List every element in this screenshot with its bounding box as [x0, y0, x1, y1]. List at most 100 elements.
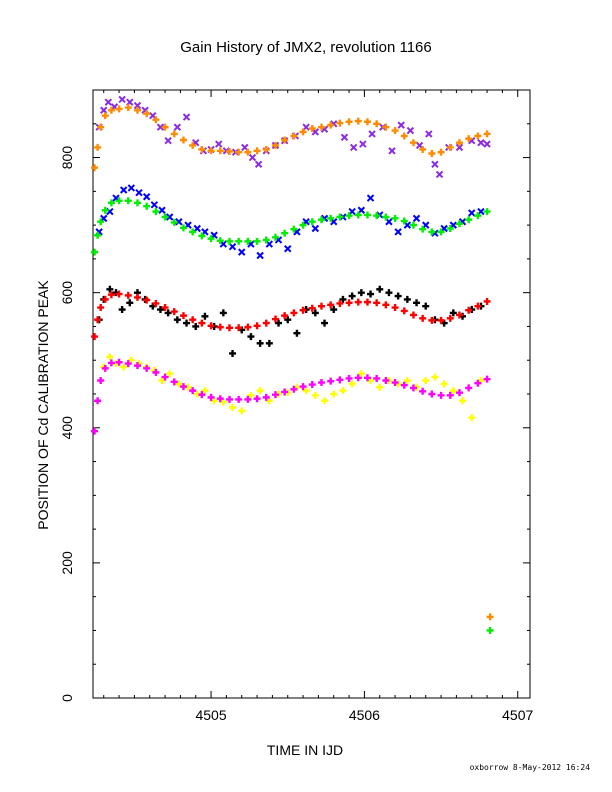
- data-point: [299, 128, 307, 136]
- data-point: [345, 212, 353, 220]
- data-point: [446, 143, 454, 151]
- y-tick-label: 400: [59, 416, 75, 440]
- data-point: [91, 164, 99, 172]
- data-point: [455, 389, 463, 397]
- data-point: [101, 364, 109, 372]
- data-point: [256, 387, 264, 395]
- data-point: [345, 374, 353, 382]
- data-point: [201, 387, 209, 395]
- data-point: [357, 289, 365, 297]
- data-point: [308, 218, 316, 226]
- data-point: [428, 150, 436, 158]
- data-point: [126, 299, 134, 307]
- data-point: [189, 141, 197, 149]
- data-point: [182, 113, 191, 121]
- footer-timestamp: oxborrow 8-May-2012 16:24: [470, 763, 591, 772]
- series-2: [95, 184, 485, 260]
- data-point: [216, 147, 224, 155]
- data-point: [327, 214, 335, 222]
- y-axis: 0 200 400 600 800: [59, 123, 530, 702]
- data-point: [302, 387, 310, 395]
- data-point: [440, 380, 448, 388]
- data-point: [247, 391, 255, 399]
- data-point: [91, 333, 99, 341]
- data-point: [235, 395, 243, 403]
- data-point: [317, 302, 325, 310]
- data-point: [400, 217, 408, 225]
- data-point: [455, 139, 463, 147]
- data-point: [281, 136, 289, 144]
- data-point: [170, 308, 178, 316]
- data-point: [173, 123, 182, 131]
- data-point: [133, 362, 141, 370]
- data-point: [238, 407, 246, 415]
- data-point: [170, 378, 178, 386]
- data-point: [97, 376, 105, 384]
- data-point: [166, 370, 174, 378]
- data-point: [339, 387, 347, 395]
- data-point: [400, 307, 408, 315]
- data-point: [275, 319, 283, 327]
- data-point: [253, 322, 261, 330]
- data-point: [363, 211, 371, 219]
- data-point: [321, 319, 329, 327]
- data-point: [465, 216, 473, 224]
- data-point: [119, 186, 128, 194]
- data-point: [127, 184, 136, 192]
- data-point: [385, 289, 393, 297]
- data-point: [477, 138, 485, 147]
- data-point: [419, 314, 427, 322]
- data-point: [192, 322, 200, 330]
- data-point: [229, 404, 237, 412]
- data-point: [143, 296, 151, 304]
- data-point: [363, 118, 371, 126]
- data-point: [156, 123, 165, 131]
- data-point: [474, 132, 482, 140]
- data-point: [198, 319, 206, 327]
- data-point: [104, 98, 113, 106]
- data-point: [317, 123, 325, 131]
- data-point: [235, 237, 243, 245]
- data-point: [244, 148, 252, 156]
- data-point: [106, 285, 114, 293]
- data-point: [244, 323, 252, 331]
- data-point: [135, 188, 143, 197]
- data-point: [253, 395, 261, 403]
- data-points: [91, 95, 494, 634]
- data-point: [198, 145, 206, 153]
- data-point: [431, 160, 439, 169]
- data-point: [397, 121, 405, 129]
- data-point: [106, 353, 114, 361]
- data-point: [216, 395, 224, 403]
- data-point: [483, 130, 491, 138]
- data-point: [317, 379, 325, 387]
- data-point: [101, 112, 109, 120]
- data-point: [173, 316, 181, 324]
- data-point: [115, 290, 123, 298]
- data-point: [437, 148, 445, 156]
- data-point: [348, 292, 356, 300]
- data-point: [455, 143, 464, 152]
- data-point: [156, 306, 164, 314]
- data-point: [161, 213, 169, 221]
- data-point: [391, 379, 399, 387]
- data-point: [455, 220, 463, 228]
- data-point: [419, 145, 427, 153]
- data-point: [483, 297, 491, 305]
- data-point: [468, 209, 476, 217]
- data-point: [235, 324, 243, 332]
- data-point: [354, 298, 362, 306]
- data-point: [256, 339, 264, 347]
- data-point: [94, 397, 102, 405]
- data-point: [152, 368, 160, 376]
- data-point: [281, 229, 289, 237]
- plot-frame: [92, 89, 531, 699]
- data-point: [179, 136, 187, 144]
- data-point: [366, 194, 375, 202]
- data-point: [107, 291, 115, 299]
- data-point: [419, 387, 427, 395]
- data-point: [299, 221, 307, 229]
- data-point: [158, 206, 166, 214]
- data-point: [124, 291, 132, 299]
